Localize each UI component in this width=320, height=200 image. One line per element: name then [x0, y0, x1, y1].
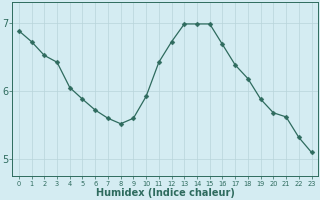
X-axis label: Humidex (Indice chaleur): Humidex (Indice chaleur) [96, 188, 235, 198]
